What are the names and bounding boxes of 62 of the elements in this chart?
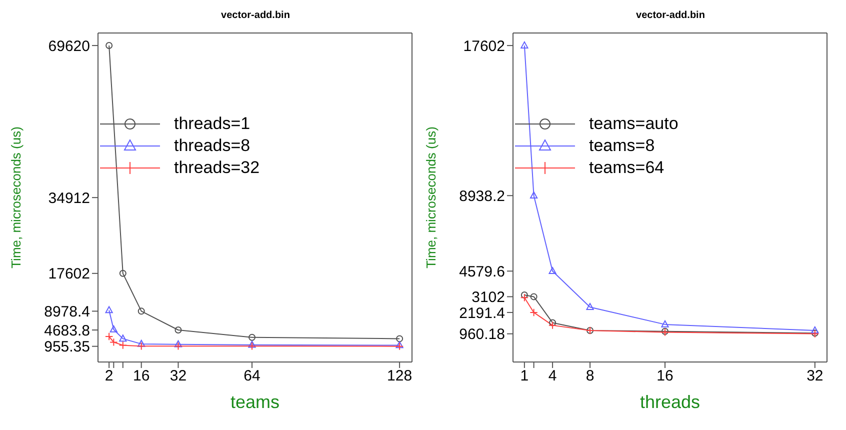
y-tick-label: 4683.8 — [44, 322, 90, 340]
point — [520, 41, 528, 48]
point — [530, 308, 538, 317]
x-tick-label: 1 — [520, 368, 529, 385]
point — [661, 320, 669, 328]
y-tick-label: 2191.4 — [459, 304, 505, 322]
point — [137, 342, 146, 350]
x-tick-label: 4 — [548, 368, 557, 385]
point — [248, 342, 256, 350]
y-tick-label: 960.18 — [459, 326, 505, 344]
y-tick-label: 69620 — [48, 38, 90, 55]
point — [118, 341, 127, 350]
legend-label: threads=32 — [174, 158, 260, 178]
x-tick-label: 16 — [133, 368, 150, 385]
point — [138, 308, 145, 315]
x-tick-label: 8 — [586, 368, 594, 385]
legend-label: threads=1 — [174, 114, 250, 134]
x-tick-label: 32 — [806, 368, 824, 385]
point — [548, 267, 556, 274]
point — [530, 293, 538, 300]
point — [248, 334, 256, 341]
y-axis-title: Time, microseconds (us) — [424, 126, 439, 268]
y-tick-label: 8978.4 — [44, 304, 90, 321]
point — [106, 42, 113, 50]
x-tick-label: 16 — [656, 368, 674, 385]
point — [811, 326, 819, 334]
legend-label: teams=auto — [589, 114, 678, 134]
point — [530, 192, 538, 199]
point — [586, 303, 594, 310]
point — [174, 326, 182, 334]
y-tick-label: 4579.6 — [459, 263, 505, 280]
x-axis-title: teams — [230, 392, 280, 412]
point — [174, 342, 182, 350]
chart-title: vector-add.bin — [220, 9, 291, 23]
y-tick-label: 3102 — [472, 289, 505, 306]
point — [110, 325, 118, 332]
x-tick-label: 64 — [244, 368, 260, 385]
legend-label: teams=8 — [589, 136, 655, 156]
x-axis-title: threads — [640, 392, 700, 412]
point — [520, 292, 528, 298]
y-axis-title: Time, microseconds (us) — [8, 126, 24, 268]
point — [549, 319, 556, 326]
point — [248, 340, 256, 348]
legend-label: teams=64 — [589, 158, 664, 178]
y-tick-label: 34912 — [48, 190, 90, 207]
point — [119, 270, 126, 277]
y-tick-label: 17602 — [48, 266, 90, 283]
x-tick-label: 128 — [387, 368, 412, 385]
legend-label: threads=8 — [174, 136, 250, 156]
point — [396, 335, 404, 342]
y-tick-label: 955.35 — [44, 338, 90, 356]
chart-title: vector-add.bin — [635, 9, 706, 23]
point — [119, 334, 127, 342]
point — [174, 340, 182, 348]
point — [520, 294, 529, 302]
point — [138, 340, 146, 347]
y-tick-label: 17602 — [463, 38, 505, 55]
point — [548, 321, 557, 330]
y-tick-label: 8938.2 — [459, 188, 505, 205]
x-tick-label: 2 — [104, 368, 114, 385]
point — [105, 306, 113, 314]
x-tick-label: 32 — [170, 368, 187, 385]
